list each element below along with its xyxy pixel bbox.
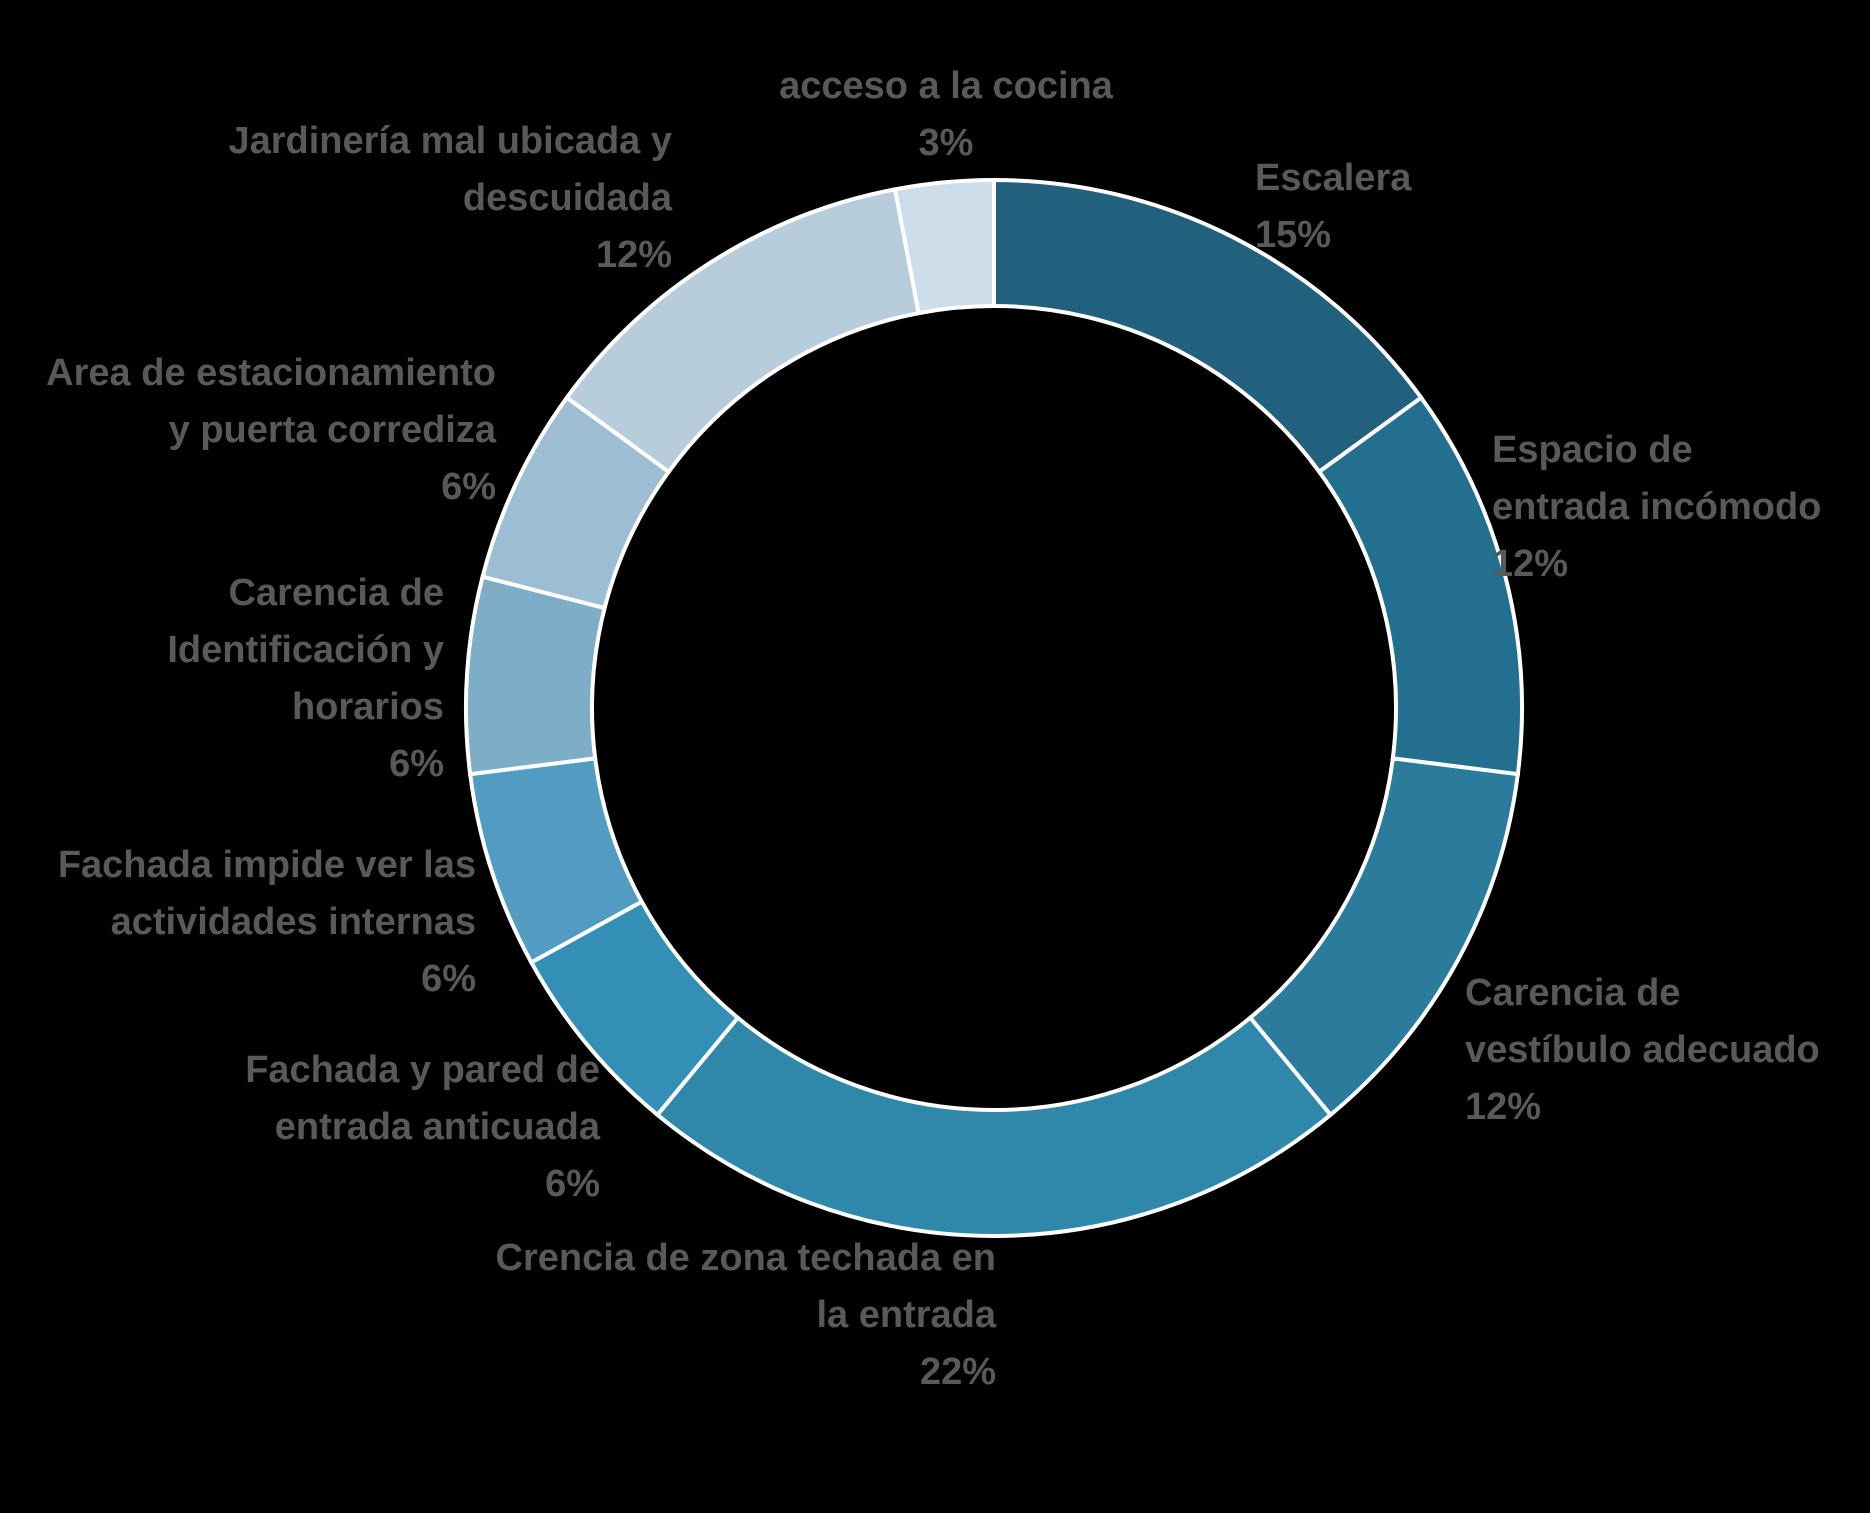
slice-label-2: Espacio de entrada incómodo 12% — [1492, 429, 1821, 585]
donut-slice-1 — [992, 177, 1424, 475]
slice-value-label: 3% — [919, 122, 974, 164]
slice-value-label: 6% — [441, 466, 496, 508]
slice-category-label: entrada anticuada — [275, 1106, 601, 1148]
slice-label-8: Area de estacionamiento y puerta corrediz… — [46, 352, 497, 508]
slice-value-label: 12% — [1492, 543, 1568, 585]
donut-slice-7 — [464, 574, 608, 777]
slice-category-label: Jardinería mal ubicada y — [228, 120, 672, 162]
donut-slice-9 — [564, 187, 922, 475]
slice-value-label: 22% — [920, 1351, 996, 1393]
slice-value-label: 6% — [545, 1163, 600, 1205]
slice-label-5: Fachada y pared de entrada anticuada 6% — [245, 1049, 601, 1205]
slice-category-label: Crencia de zona techada en — [496, 1237, 997, 1279]
slice-category-label: horarios — [292, 686, 444, 728]
slice-label-3: Carencia de vestíbulo adecuado 12% — [1465, 972, 1820, 1128]
slice-category-label: Carencia de — [1465, 972, 1680, 1014]
slice-category-label: descuidada — [463, 177, 673, 219]
slice-category-label: y puerta corrediza — [169, 409, 497, 451]
slice-label-1: Escalera 15% — [1255, 157, 1412, 256]
slice-label-4: Crencia de zona techada en la entrada 22% — [496, 1237, 997, 1393]
slice-label-9: Jardinería mal ubicada y descuidada 12% — [228, 120, 672, 276]
slice-value-label: 6% — [389, 743, 444, 785]
slice-category-label: vestíbulo adecuado — [1465, 1029, 1820, 1071]
slice-category-label: Fachada y pared de — [245, 1049, 600, 1091]
donut-labels: Escalera 15% Espacio de entrada incómodo 12%… — [46, 65, 1821, 1393]
slice-value-label: 12% — [596, 234, 672, 276]
slice-category-label: Espacio de — [1492, 429, 1693, 471]
slice-value-label: 15% — [1255, 214, 1331, 256]
donut-slices — [464, 177, 1524, 1238]
slice-category-label: la entrada — [816, 1294, 996, 1336]
slice-category-label: entrada incómodo — [1492, 486, 1821, 528]
slice-label-7: Carencia de Identificación y horarios 6% — [167, 572, 444, 785]
donut-slice-4 — [654, 1014, 1334, 1238]
slice-value-label: 6% — [421, 958, 476, 1000]
slice-category-label: Carencia de — [229, 572, 444, 614]
slice-label-10: acceso a la cocina 3% — [779, 65, 1114, 164]
slice-category-label: acceso a la cocina — [779, 65, 1114, 107]
slice-category-label: actividades internas — [111, 901, 476, 943]
slice-category-label: Area de estacionamiento — [46, 352, 496, 394]
slice-label-6: Fachada impide ver las actividades intern… — [58, 844, 476, 1000]
slice-category-label: Identificación y — [167, 629, 444, 671]
slice-category-label: Fachada impide ver las — [58, 844, 476, 886]
slice-value-label: 12% — [1465, 1086, 1541, 1128]
donut-slice-10 — [892, 177, 996, 316]
slice-category-label: Escalera — [1255, 157, 1412, 199]
